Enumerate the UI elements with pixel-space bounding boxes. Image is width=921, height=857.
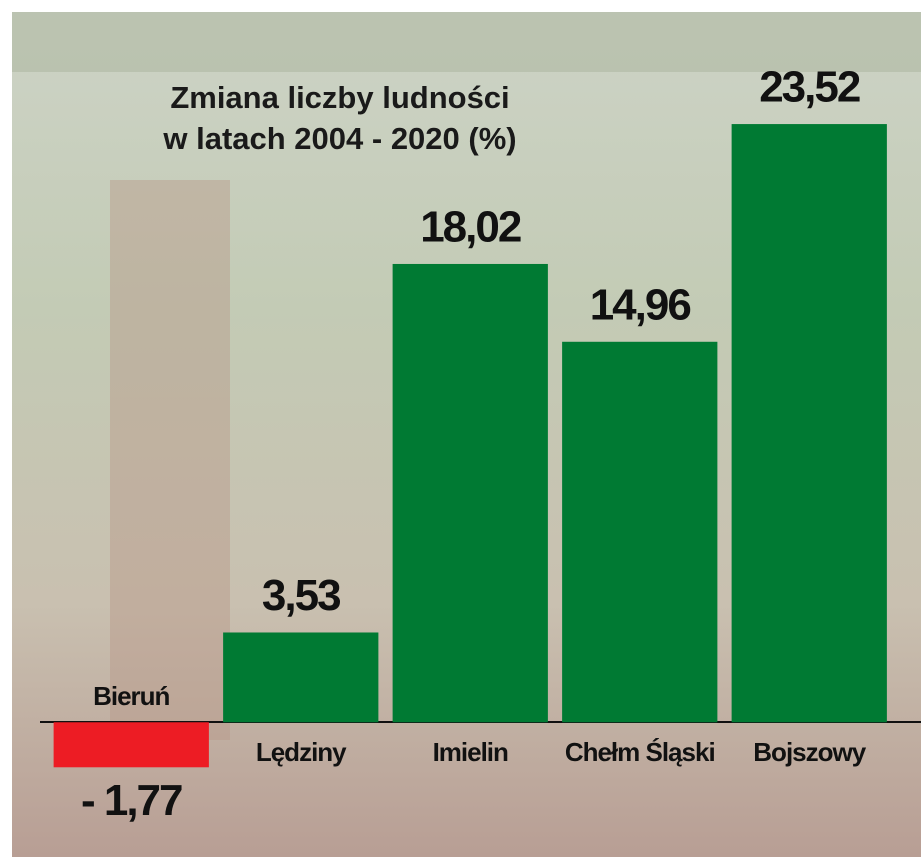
chart-title: Zmiana liczby ludności (170, 80, 509, 115)
value-label: 18,02 (420, 203, 521, 252)
bar (562, 341, 718, 723)
bar (223, 632, 379, 723)
bar (392, 263, 548, 723)
background-treeline (12, 12, 921, 72)
value-label: - 1,77 (81, 776, 182, 825)
x-tick-label: Lędziny (256, 737, 347, 767)
chart-title: w latach 2004 - 2020 (%) (162, 121, 516, 156)
x-tick-label: Imielin (433, 737, 508, 767)
value-label: 23,52 (759, 63, 860, 112)
background-tower (110, 180, 230, 740)
x-tick-label: Bojszowy (753, 737, 866, 767)
bar (731, 124, 887, 723)
value-label: 14,96 (590, 280, 691, 329)
x-tick-label: Chełm Śląski (565, 737, 715, 767)
bar (53, 722, 209, 768)
value-label: 3,53 (262, 571, 340, 620)
x-tick-label: Bieruń (93, 681, 169, 711)
